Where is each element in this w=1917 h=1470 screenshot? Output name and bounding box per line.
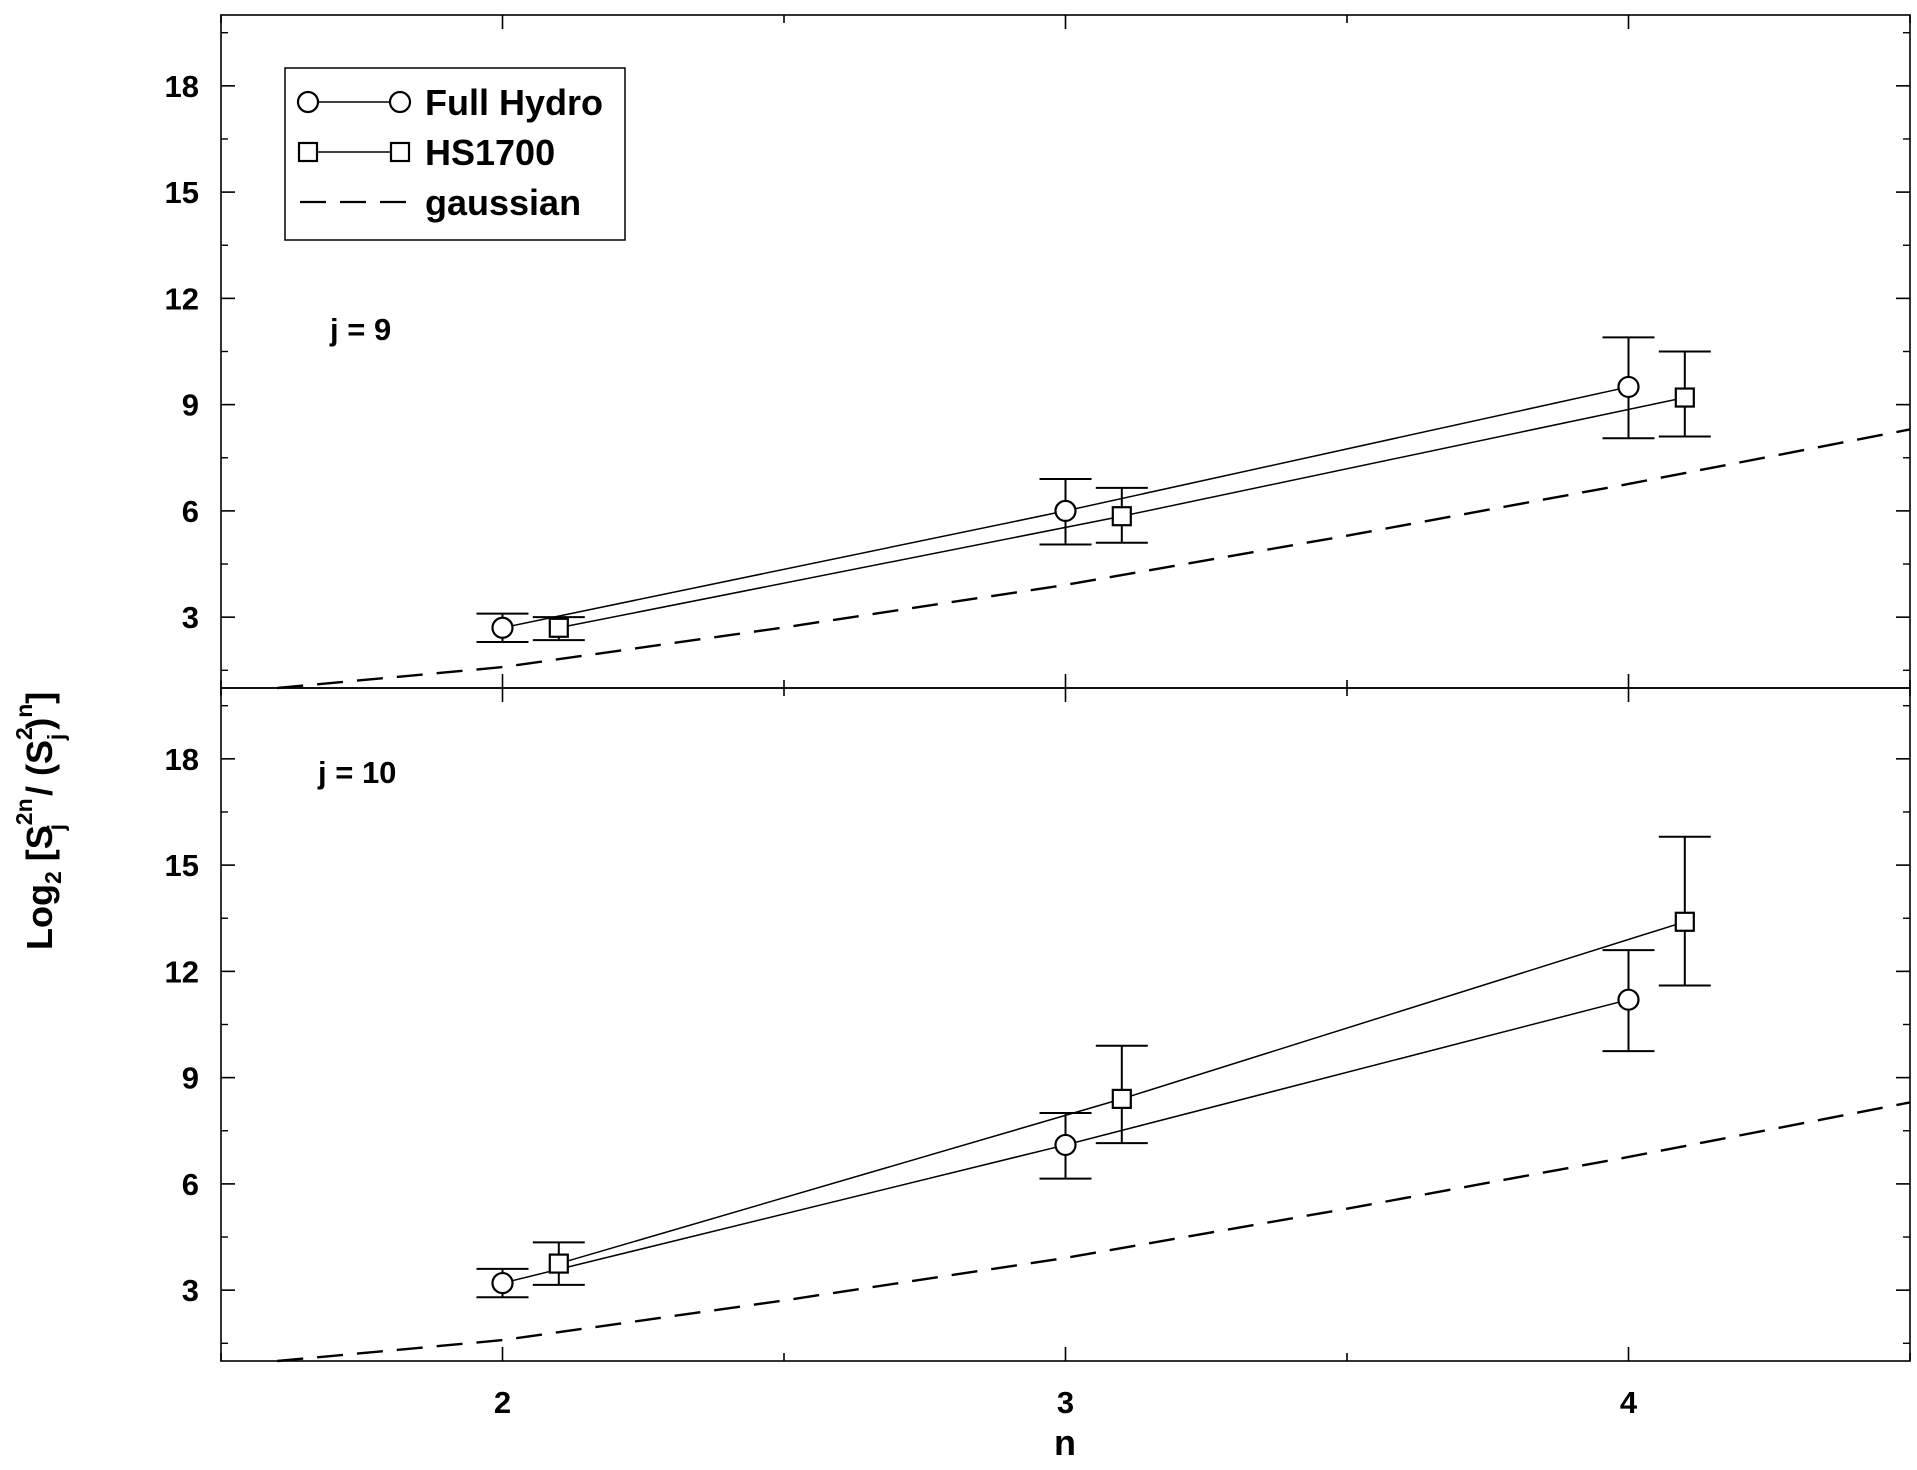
y-label-sub-base: 2 — [40, 871, 66, 884]
legend-marker-full-hydro — [296, 90, 320, 114]
x-tick-label: 2 — [494, 1385, 511, 1420]
y-tick-label: 6 — [182, 494, 199, 529]
y-label-log: Log — [19, 884, 60, 950]
y-label-close1: ) — [19, 718, 60, 730]
y-label-sup-n: n — [11, 704, 37, 718]
point-hs1700 — [548, 1253, 569, 1274]
legend-label-gaussian: gaussian — [425, 182, 581, 223]
legend-marker-hs1700 — [389, 141, 411, 163]
point-full-hydro — [1054, 1133, 1077, 1157]
y-tick-label: 3 — [182, 1273, 199, 1308]
point-hs1700 — [548, 617, 569, 638]
y-tick-label: 6 — [182, 1167, 199, 1202]
y-tick-label: 15 — [165, 848, 199, 883]
panel-label: j = 10 — [317, 755, 396, 790]
point-full-hydro — [1617, 988, 1640, 1011]
panel-2: 3 6 9 12 15 18 j = 10 — [165, 687, 1911, 1363]
y-label-close2: ] — [19, 692, 60, 704]
point-hs1700 — [1111, 506, 1132, 527]
y-tick-label: 18 — [165, 69, 199, 104]
series-line-gaussian — [277, 1101, 1911, 1363]
x-tick-label: 4 — [1620, 1385, 1638, 1420]
point-full-hydro — [1617, 375, 1640, 399]
legend-marker-hs1700 — [297, 141, 319, 163]
point-full-hydro — [1054, 499, 1077, 522]
panel-frame — [220, 687, 1911, 1362]
y-tick-label: 9 — [182, 1061, 199, 1096]
y-tick-label: 9 — [182, 388, 199, 423]
legend-label-hs1700: HS1700 — [425, 132, 555, 173]
legend-box — [284, 67, 626, 241]
x-tick-label: 3 — [1057, 1385, 1074, 1420]
point-hs1700 — [1674, 387, 1695, 408]
y-label-sup-2: 2 — [11, 727, 37, 740]
y-label-sup-2n: 2n — [11, 798, 37, 825]
y-label-sub-j2: j — [43, 734, 69, 741]
y-label-mid: / (S — [19, 740, 60, 806]
legend: Full Hydro HS1700 gaussian — [284, 67, 626, 241]
x-axis-label: n — [1054, 1422, 1076, 1463]
y-axis-label: Log2 [S2nj / (S2 j)n] — [11, 692, 69, 950]
point-full-hydro — [491, 616, 514, 639]
legend-label-full-hydro: Full Hydro — [425, 82, 603, 123]
panels-layer: 3 6 9 12 15 18 j = 9 3 6 9 12 15 18 j = 10 2 3 4 — [165, 14, 1911, 1420]
panel-label: j = 9 — [329, 312, 391, 347]
legend-marker-full-hydro — [388, 90, 412, 114]
series-line-gaussian — [277, 428, 1911, 690]
point-hs1700 — [1674, 911, 1695, 932]
svg-text:Log2 [S2nj / (S2j)n]: Log2 [S2nj / (S2 j)n] — [11, 692, 69, 950]
y-tick-label: 3 — [182, 600, 199, 635]
y-tick-label: 12 — [165, 954, 199, 989]
y-tick-label: 18 — [165, 742, 199, 777]
point-hs1700 — [1111, 1088, 1132, 1109]
y-tick-label: 12 — [165, 281, 199, 316]
y-label-sub-j1: j — [43, 824, 69, 831]
point-full-hydro — [491, 1271, 514, 1295]
y-tick-label: 15 — [165, 175, 199, 210]
y-label-open: [S — [19, 825, 60, 871]
